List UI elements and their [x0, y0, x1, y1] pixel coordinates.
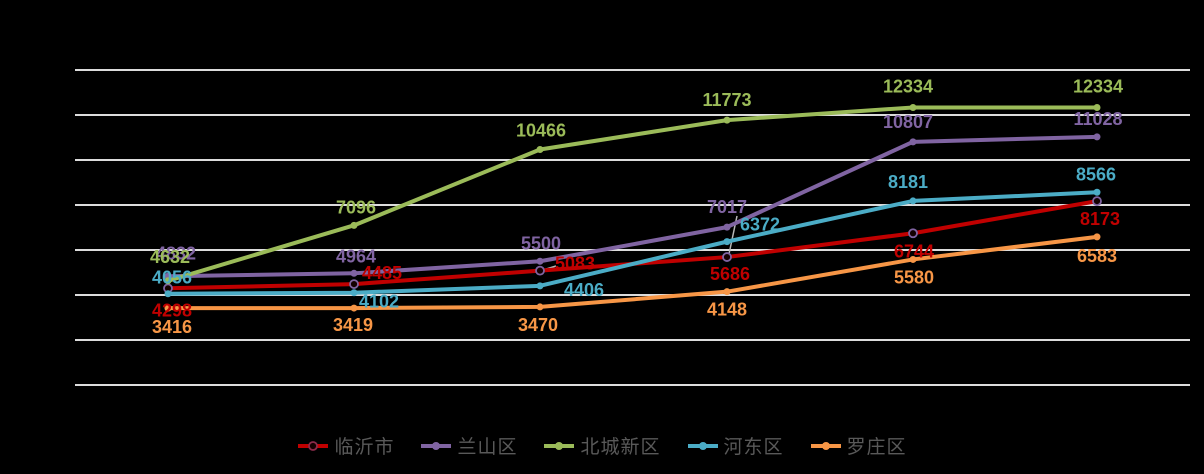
data-point-marker [723, 288, 731, 296]
data-label: 7096 [336, 197, 376, 217]
legend-marker-dot [821, 441, 830, 450]
data-point-marker [536, 146, 544, 154]
legend-label: 兰山区 [457, 437, 518, 458]
series-line-兰山区 [166, 134, 1099, 279]
data-label: 8181 [888, 172, 928, 192]
data-point-marker [1093, 103, 1101, 111]
legend-label: 临沂市 [334, 437, 395, 458]
legend-item-北城新区: 北城新区 [543, 432, 660, 459]
legend-item-临沂市: 临沂市 [297, 432, 394, 459]
legend-marker-icon [810, 441, 841, 450]
data-label: 4632 [150, 247, 190, 267]
data-label: 12334 [883, 76, 933, 96]
legend-marker-dot [308, 440, 319, 451]
legend-item-兰山区: 兰山区 [420, 432, 517, 459]
series-line-罗庄区 [166, 234, 1099, 311]
series-line-河东区 [166, 190, 1099, 296]
chart-legend: 临沂市 兰山区 北城新区 河东区 罗庄区 [0, 432, 1204, 459]
data-point-marker [164, 277, 172, 285]
data-label: 8173 [1080, 209, 1120, 229]
data-label: 4406 [564, 280, 604, 300]
data-label: 3419 [333, 315, 373, 335]
data-label: 3416 [152, 317, 192, 337]
data-point-marker [1092, 196, 1102, 207]
data-label: 3470 [518, 315, 558, 335]
data-label: 4102 [359, 292, 399, 312]
data-point-marker [722, 252, 732, 262]
data-point-marker [536, 303, 544, 311]
data-point-marker [350, 289, 358, 297]
data-point-marker [1093, 133, 1101, 141]
legend-label: 河东区 [723, 437, 784, 458]
data-point-marker [723, 116, 731, 124]
legend-marker-icon [298, 440, 329, 451]
data-label: 4485 [362, 263, 402, 283]
data-label: 6583 [1077, 246, 1117, 266]
legend-item-河东区: 河东区 [687, 432, 784, 459]
legend-marker-icon [687, 441, 718, 450]
data-point-marker [536, 257, 544, 265]
data-label: 5580 [894, 267, 934, 287]
data-point-marker [350, 304, 358, 312]
data-point-marker [909, 197, 917, 205]
legend-marker-dot [555, 441, 564, 450]
data-point-marker [1093, 233, 1101, 241]
legend-marker-icon [544, 441, 575, 450]
data-label: 11773 [702, 90, 751, 110]
legend-marker-icon [421, 441, 452, 450]
data-label: 7017 [707, 197, 747, 217]
data-label: 10807 [883, 112, 933, 132]
data-point-marker [164, 290, 172, 298]
legend-marker-dot [432, 441, 441, 450]
data-label: 10466 [516, 121, 566, 141]
data-point-marker [535, 265, 545, 276]
data-point-marker [350, 221, 358, 229]
data-point-marker [909, 255, 917, 263]
series-line-北城新区 [166, 105, 1099, 283]
legend-label: 北城新区 [580, 437, 661, 458]
data-point-marker [909, 103, 917, 111]
data-point-marker [1093, 188, 1101, 196]
data-label: 4148 [707, 300, 747, 320]
data-label: 5500 [521, 233, 561, 253]
data-label: 5686 [710, 264, 750, 284]
data-point-marker [349, 279, 359, 289]
data-point-marker [909, 138, 917, 146]
data-label: 5083 [555, 254, 595, 274]
legend-label: 罗庄区 [846, 437, 907, 458]
legend-marker-dot [698, 441, 707, 450]
data-point-marker [723, 238, 731, 246]
data-label: 8566 [1076, 164, 1116, 184]
data-point-marker [536, 282, 544, 290]
data-point-marker [164, 304, 172, 312]
legend-item-罗庄区: 罗庄区 [810, 432, 907, 459]
data-label: 4832 [156, 243, 196, 263]
data-point-marker [350, 269, 358, 277]
data-point-marker [723, 223, 731, 231]
data-label: 12334 [1073, 76, 1123, 96]
data-label: 4298 [152, 300, 192, 320]
data-label: 11028 [1073, 109, 1122, 129]
data-label: 6744 [894, 241, 934, 261]
data-label: 4964 [336, 246, 376, 266]
data-label: 6372 [740, 215, 780, 235]
data-point-marker [908, 228, 918, 239]
data-label: 4056 [152, 268, 192, 288]
